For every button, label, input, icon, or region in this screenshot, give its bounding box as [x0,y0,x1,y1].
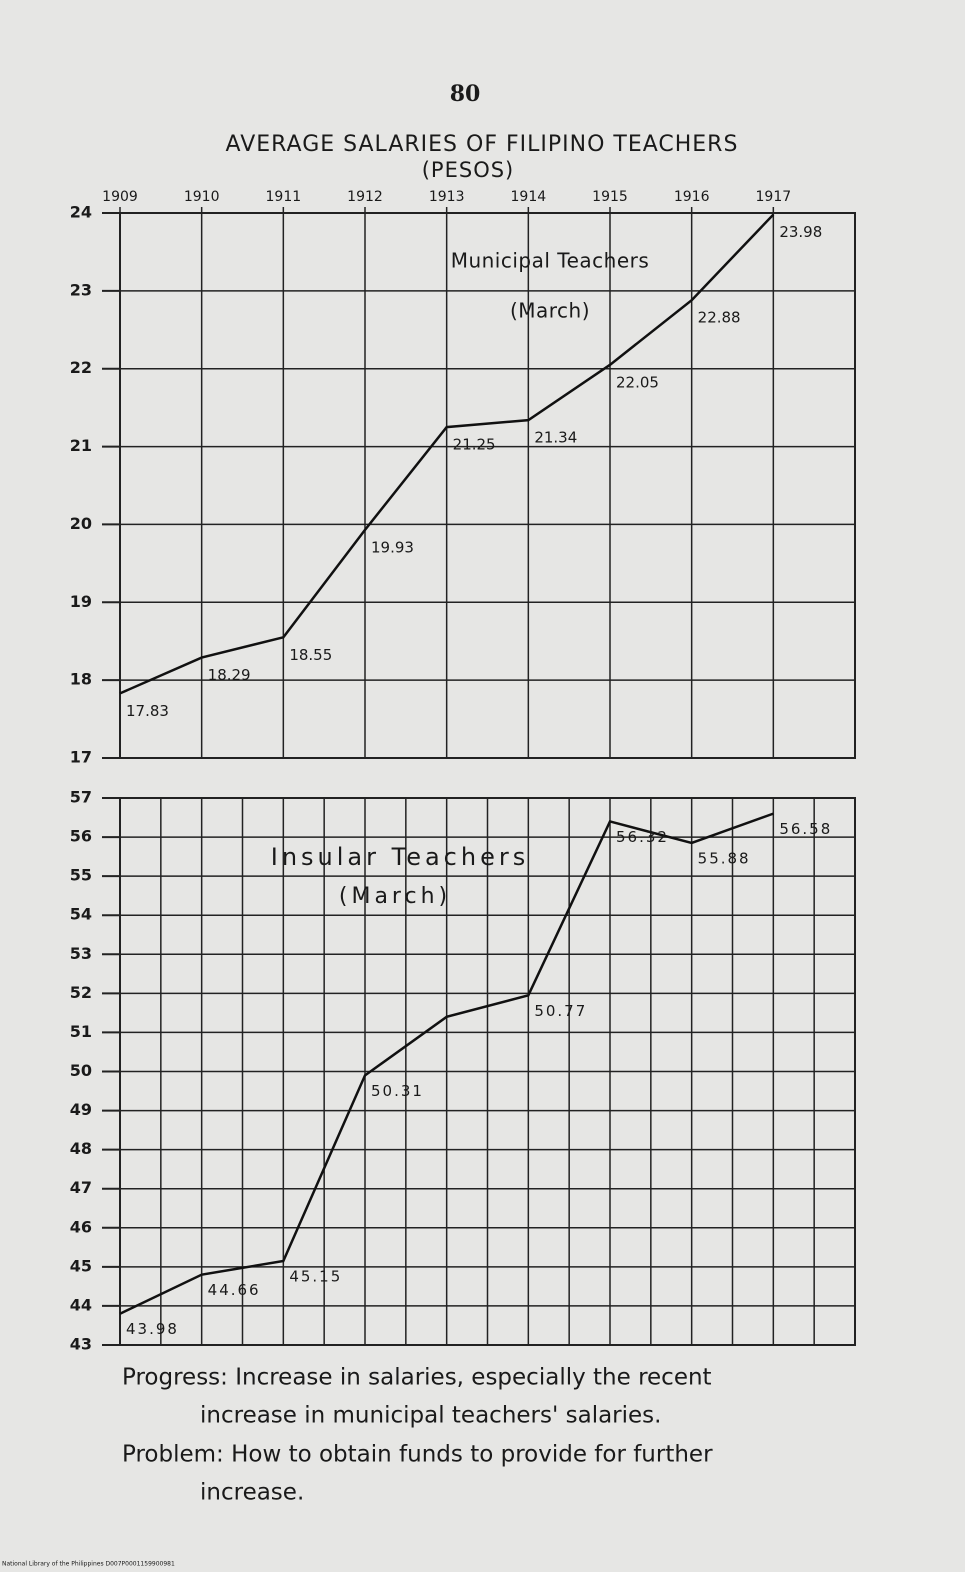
annotation: (March) [339,884,451,909]
data-label: 23.98 [779,223,822,241]
note-line: Progress: Increase in salaries, especial… [122,1365,712,1391]
y-tick-label: 46 [70,1217,92,1236]
y-tick-label: 47 [70,1178,92,1197]
data-label: 19.93 [371,538,414,556]
data-label: 21.25 [453,436,496,454]
y-tick-label: 53 [70,944,92,963]
y-tick-label: 55 [70,866,92,885]
y-tick-label: 21 [70,436,92,455]
note-line: increase. [200,1480,304,1506]
y-tick-label: 45 [70,1256,92,1275]
x-tick-label: 1915 [592,189,628,205]
y-tick-label: 49 [70,1100,92,1119]
data-label: 18.29 [208,666,251,684]
data-line [119,213,775,695]
data-label: 44.66 [208,1281,261,1299]
footer: National Library of the Philippines D007… [2,1561,175,1568]
x-tick-label: 1917 [756,189,792,205]
x-tick-label: 1912 [347,189,383,205]
data-label: 18.55 [289,646,332,664]
x-tick-label: 1913 [429,189,465,205]
note-line: increase in municipal teachers' salaries… [200,1403,661,1429]
data-label: 50.31 [371,1082,424,1100]
data-label: 56.32 [616,828,669,846]
data-label: 22.05 [616,373,659,391]
data-label: 50.77 [534,1002,587,1020]
x-tick-label: 1916 [674,189,710,205]
y-tick-label: 51 [70,1022,92,1041]
y-tick-label: 17 [70,748,92,767]
y-tick-label: 52 [70,983,92,1002]
y-tick-label: 24 [70,203,92,222]
x-tick-label: 1909 [102,189,138,205]
y-tick-label: 43 [70,1335,92,1354]
data-label: 17.83 [126,702,169,720]
data-label: 21.34 [534,429,577,447]
note-line: Problem: How to obtain funds to provide … [122,1442,713,1468]
y-tick-label: 50 [70,1061,92,1080]
y-tick-label: 18 [70,670,92,689]
y-tick-label: 20 [70,514,92,533]
y-tick-label: 44 [70,1295,92,1314]
y-tick-label: 57 [70,788,92,807]
annotation: Insular Teachers [271,843,529,871]
y-tick-label: 23 [70,280,92,299]
page-number: 80 [450,81,481,107]
y-tick-label: 54 [70,905,92,924]
y-tick-label: 56 [70,827,92,846]
data-label: 45.15 [289,1267,342,1285]
data-label: 56.58 [779,820,832,838]
y-tick-label: 22 [70,358,92,377]
chart-title: AVERAGE SALARIES OF FILIPINO TEACHERS [226,132,739,157]
y-tick-label: 48 [70,1139,92,1158]
data-line [119,812,774,1315]
x-tick-label: 1914 [511,189,547,205]
annotation: (March) [510,299,590,323]
annotation: Municipal Teachers [451,249,650,273]
x-tick-label: 1911 [266,189,302,205]
data-label: 22.88 [698,309,741,327]
y-tick-label: 19 [70,592,92,611]
data-label: 43.98 [126,1320,179,1338]
x-tick-label: 1910 [184,189,220,205]
data-label: 55.88 [698,849,751,867]
chart-subtitle: (PESOS) [422,158,515,182]
